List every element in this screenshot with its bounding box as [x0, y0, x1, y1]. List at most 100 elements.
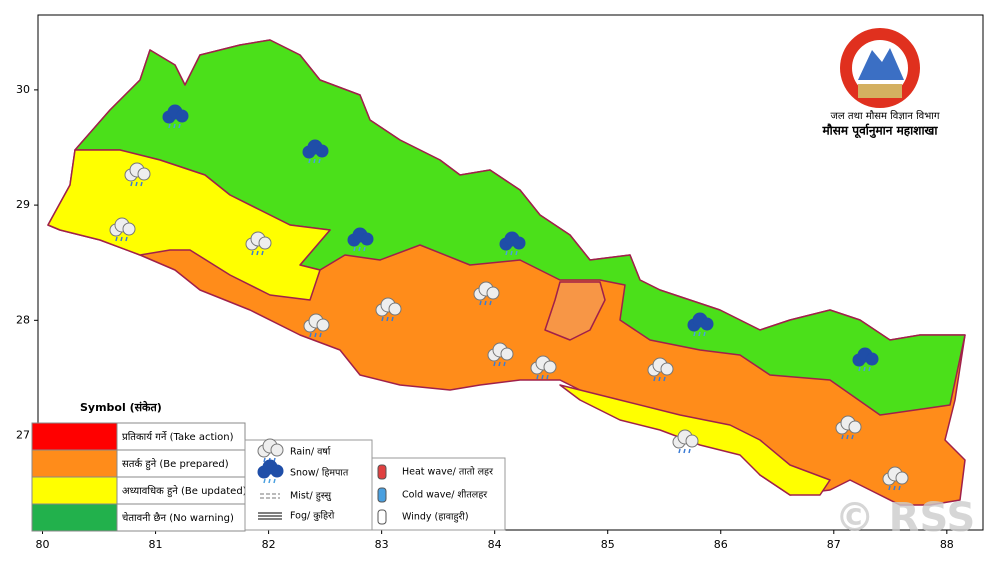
- rain-drop: [256, 250, 259, 256]
- rain-drop: [130, 181, 133, 187]
- cloud-part: [388, 302, 402, 316]
- region-no-warning: [74, 39, 966, 416]
- snow-flake: [318, 158, 321, 164]
- rain-drop: [386, 316, 389, 322]
- rain-drop: [115, 236, 118, 242]
- snow-flake: [273, 478, 276, 484]
- snow-flake: [510, 250, 513, 256]
- rain-drop: [653, 376, 656, 382]
- legend-swatch: [31, 449, 118, 478]
- rain-drop: [135, 181, 138, 187]
- x-tick-label: 88: [940, 538, 954, 551]
- rain-icon: [530, 355, 557, 380]
- legend-swatch: [31, 422, 118, 451]
- symbol-label: Heat wave/ तातो लहर: [402, 466, 494, 478]
- rain-drop: [888, 485, 891, 491]
- snow-flake: [698, 331, 701, 337]
- snow-flake: [868, 366, 871, 372]
- snow-flake: [313, 158, 316, 164]
- heat-icon: [377, 464, 387, 480]
- cloud-part: [137, 167, 151, 181]
- rain-icon: [124, 162, 151, 187]
- rain-icon: [473, 281, 500, 306]
- rain-drop: [140, 181, 143, 187]
- snow-icon: [162, 104, 189, 129]
- rain-drop: [391, 316, 394, 322]
- rain-drop: [498, 361, 501, 367]
- x-tick-label: 80: [36, 538, 50, 551]
- rain-drop: [898, 485, 901, 491]
- snow-flake: [168, 123, 171, 129]
- rain-drop: [261, 250, 264, 256]
- legend-swatch: [31, 476, 118, 505]
- rain-drop: [658, 376, 661, 382]
- snow-icon: [302, 139, 329, 164]
- rain-drop: [893, 485, 896, 491]
- y-tick-label: 27: [16, 429, 30, 442]
- symbol-label: Cold wave/ शीतलहर: [402, 489, 488, 501]
- cloud-part: [122, 222, 136, 236]
- snow-flake: [308, 158, 311, 164]
- rain-drop: [120, 236, 123, 242]
- x-tick-label: 83: [375, 538, 389, 551]
- rain-drop: [503, 361, 506, 367]
- rain-drop: [536, 374, 539, 380]
- cloud-part: [685, 434, 699, 448]
- snow-icon: [499, 231, 526, 256]
- symbol-label: Fog/ कुहिरो: [290, 510, 335, 522]
- rain-icon: [672, 429, 699, 454]
- snow-flake: [505, 250, 508, 256]
- logo: [840, 28, 920, 108]
- snow-icon: [852, 347, 879, 372]
- rain-drop: [251, 250, 254, 256]
- rain-icon: [245, 231, 272, 256]
- rain-icon: [882, 466, 909, 491]
- x-tick-label: 87: [827, 538, 841, 551]
- rain-drop: [479, 300, 482, 306]
- x-tick-label: 84: [488, 538, 502, 551]
- cloud-part: [848, 420, 862, 434]
- y-tick-label: 30: [16, 83, 30, 96]
- snow-flake: [268, 478, 271, 484]
- snow-flake: [178, 123, 181, 129]
- cloud-part: [660, 362, 674, 376]
- cloud-part: [512, 236, 526, 250]
- cold-icon: [377, 487, 387, 503]
- rain-icon: [487, 342, 514, 367]
- rain-icon: [647, 357, 674, 382]
- x-tick-label: 85: [601, 538, 615, 551]
- rain-drop: [381, 316, 384, 322]
- rain-drop: [846, 434, 849, 440]
- region-prepared-light: [544, 281, 606, 341]
- rain-drop: [263, 457, 266, 463]
- cloud-part: [500, 347, 514, 361]
- rain-icon: [303, 313, 330, 338]
- snow-flake: [858, 366, 861, 372]
- snow-flake: [515, 250, 518, 256]
- cloud-part: [543, 360, 557, 374]
- snow-flake: [363, 246, 366, 252]
- rain-drop: [663, 376, 666, 382]
- y-tick-label: 29: [16, 198, 30, 211]
- snow-flake: [703, 331, 706, 337]
- snow-flake: [263, 478, 266, 484]
- cloud-part: [315, 144, 329, 158]
- rain-drop: [546, 374, 549, 380]
- snow-flake: [693, 331, 696, 337]
- wind-icon: [377, 509, 387, 525]
- rain-drop: [314, 332, 317, 338]
- cloud-part: [486, 286, 500, 300]
- y-tick-label: 28: [16, 313, 30, 326]
- legend-cell: [116, 422, 246, 451]
- rain-icon: [109, 217, 136, 242]
- cloud-part: [895, 471, 909, 485]
- cloud-part: [316, 318, 330, 332]
- cloud-part: [270, 443, 284, 457]
- snow-flake: [173, 123, 176, 129]
- snow-flake: [863, 366, 866, 372]
- rain-drop: [489, 300, 492, 306]
- rain-icon: [375, 297, 402, 322]
- x-tick-label: 86: [714, 538, 728, 551]
- rain-drop: [319, 332, 322, 338]
- rain-drop: [484, 300, 487, 306]
